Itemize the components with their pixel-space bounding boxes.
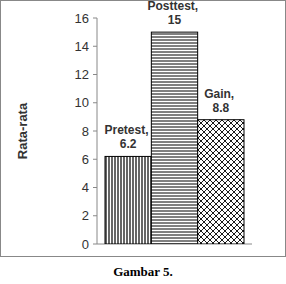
y-axis (97, 18, 98, 244)
bar (198, 120, 244, 244)
data-label: Posttest, 15 (147, 0, 201, 27)
bar (151, 32, 197, 244)
y-tick-label: 12 (75, 67, 89, 82)
y-tick (93, 131, 97, 132)
chart: 0 2 4 6 8 10 12 14 16 Rata-rata Pretest, 6.2 Postte… (0, 0, 286, 284)
y-tick-label: 16 (75, 11, 89, 26)
y-tick (93, 244, 97, 245)
y-tick (93, 46, 97, 47)
y-axis-label: Rata-rata (15, 102, 30, 159)
chart-frame (1, 1, 286, 257)
y-tick (93, 187, 97, 188)
bar (105, 156, 151, 244)
data-label: Gain, 8.8 (204, 87, 237, 115)
y-tick (93, 74, 97, 75)
data-label: Pretest, 6.2 (104, 123, 151, 151)
bars (105, 32, 244, 244)
y-tick-label: 10 (75, 95, 89, 110)
y-tick-label: 14 (75, 39, 89, 54)
y-tick (93, 159, 97, 160)
y-tick (93, 215, 97, 216)
y-tick-label: 6 (82, 152, 89, 167)
y-tick (93, 102, 97, 103)
y-tick-label: 0 (82, 237, 89, 252)
y-tick (93, 18, 97, 19)
y-tick-label: 4 (82, 180, 89, 195)
caption: Gambar 5. (113, 264, 173, 279)
y-tick-label: 8 (82, 124, 89, 139)
y-tick-label: 2 (82, 208, 89, 223)
